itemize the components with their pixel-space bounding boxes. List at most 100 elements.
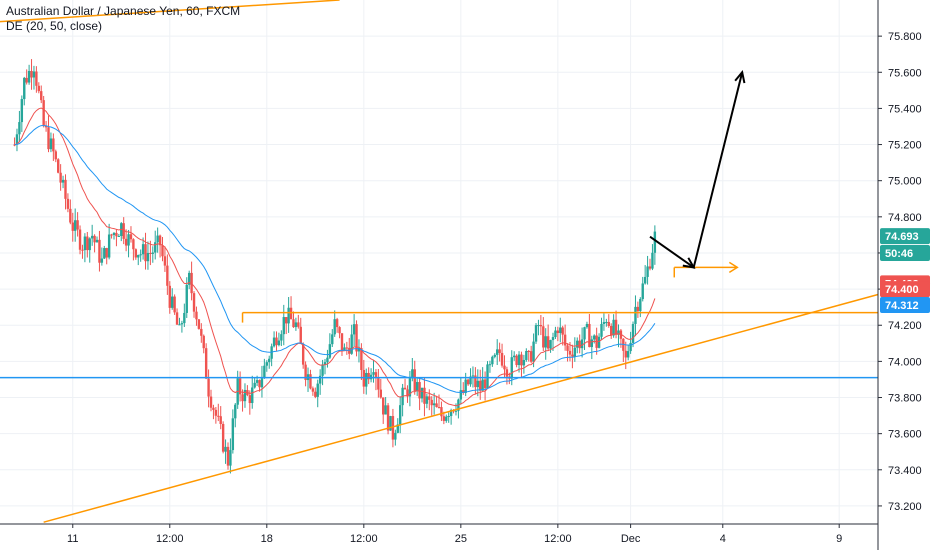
candle bbox=[374, 369, 378, 391]
candle-body bbox=[200, 328, 203, 336]
candle bbox=[483, 371, 487, 401]
candle bbox=[352, 314, 356, 347]
candle bbox=[622, 338, 625, 363]
candle bbox=[173, 294, 176, 315]
candle bbox=[425, 393, 429, 409]
candle-body bbox=[377, 378, 380, 390]
price-label-badge: 74.693 bbox=[880, 228, 930, 245]
candle-body bbox=[462, 390, 465, 393]
projection-arrowhead-target bbox=[734, 70, 746, 84]
candle bbox=[57, 158, 60, 174]
price-axis: 75.800 75.600 75.400 75.200 75.000 74.800 74.6… bbox=[877, 0, 932, 550]
candle-body bbox=[617, 330, 620, 335]
candle-body bbox=[593, 335, 596, 340]
candle-body bbox=[626, 351, 630, 358]
candle bbox=[190, 261, 193, 301]
candle bbox=[415, 377, 419, 396]
candle bbox=[559, 317, 562, 343]
candle bbox=[602, 313, 606, 331]
candle-body bbox=[345, 347, 349, 349]
candle bbox=[420, 387, 424, 403]
candle-body bbox=[491, 356, 494, 365]
candle bbox=[573, 337, 577, 362]
candle-body bbox=[258, 380, 261, 388]
candle-body bbox=[365, 372, 368, 387]
candle-body bbox=[35, 71, 38, 86]
candle-body bbox=[190, 272, 193, 294]
candle-body bbox=[243, 389, 247, 402]
candle bbox=[105, 247, 108, 265]
time-tick-label: 4 bbox=[720, 533, 726, 545]
candle bbox=[643, 265, 647, 285]
candle bbox=[20, 95, 24, 132]
candle-body bbox=[173, 296, 176, 313]
candle bbox=[357, 339, 361, 363]
candle-body bbox=[585, 323, 589, 328]
candle-body bbox=[515, 355, 518, 366]
candle bbox=[297, 314, 300, 329]
candle-body bbox=[122, 223, 125, 239]
candle bbox=[219, 406, 222, 430]
candle-body bbox=[464, 379, 467, 393]
price-tick-label: 73.600 bbox=[888, 429, 922, 441]
candle-body bbox=[289, 307, 293, 320]
drawings bbox=[0, 0, 879, 523]
candle bbox=[323, 358, 327, 375]
candle bbox=[544, 328, 547, 360]
candle-body bbox=[192, 293, 196, 312]
candle bbox=[486, 361, 489, 389]
candle bbox=[345, 341, 349, 355]
candle bbox=[117, 233, 121, 237]
candle bbox=[30, 59, 33, 90]
candle-body bbox=[580, 339, 584, 349]
candle bbox=[624, 341, 627, 370]
candle bbox=[653, 225, 657, 265]
candle bbox=[403, 378, 407, 390]
candle bbox=[430, 396, 433, 416]
candle-body bbox=[229, 450, 232, 466]
candle bbox=[32, 65, 36, 90]
candle bbox=[149, 240, 152, 266]
candle-body bbox=[158, 235, 162, 246]
candle bbox=[243, 383, 247, 408]
candle bbox=[192, 291, 196, 318]
candle bbox=[522, 354, 526, 374]
candle-body bbox=[124, 238, 128, 246]
candle bbox=[316, 379, 319, 408]
candle bbox=[156, 227, 159, 253]
candle-body bbox=[498, 349, 501, 353]
price-label-text: 74.400 bbox=[885, 284, 919, 296]
candle-body bbox=[149, 252, 152, 254]
candle bbox=[236, 370, 239, 409]
candle-body bbox=[132, 239, 135, 250]
price-label-text: 74.312 bbox=[885, 300, 919, 312]
candle bbox=[437, 394, 441, 409]
candle-body bbox=[100, 258, 104, 263]
candle-body bbox=[134, 249, 138, 258]
candle bbox=[103, 245, 106, 259]
price-label-badge: 74.400 bbox=[880, 281, 930, 298]
candle bbox=[343, 343, 346, 351]
candle bbox=[234, 403, 237, 428]
time-tick-label: 12:00 bbox=[350, 533, 378, 545]
candle-body bbox=[600, 323, 603, 337]
candle bbox=[459, 378, 463, 405]
projection-arrow bbox=[649, 72, 744, 270]
candle-body bbox=[292, 319, 295, 328]
candle bbox=[168, 281, 171, 314]
candle-body bbox=[576, 340, 579, 348]
candle bbox=[49, 132, 53, 153]
candles bbox=[13, 59, 657, 474]
candle-body bbox=[343, 347, 346, 351]
candle-body bbox=[437, 407, 441, 409]
candle bbox=[447, 412, 450, 423]
candle bbox=[69, 199, 72, 225]
candle-body bbox=[217, 415, 220, 417]
candle bbox=[418, 378, 421, 411]
price-label-text: 50:46 bbox=[885, 248, 913, 260]
candle-body bbox=[284, 317, 288, 324]
candle-body bbox=[639, 299, 642, 312]
candle-body bbox=[352, 324, 356, 335]
